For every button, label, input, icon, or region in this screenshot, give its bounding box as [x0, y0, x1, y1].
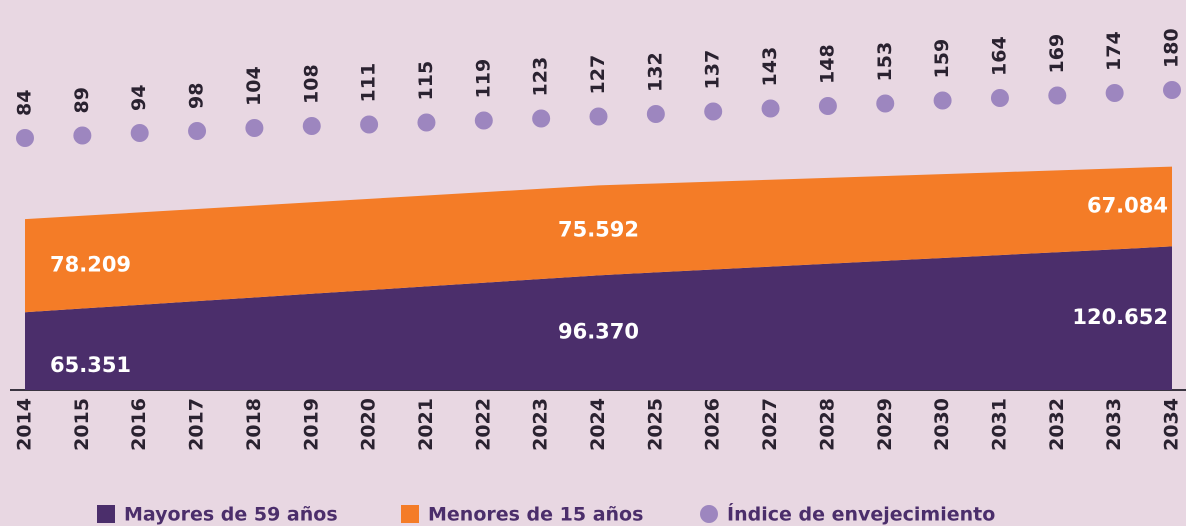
index-label: 159	[931, 39, 953, 79]
x-tick-label: 2029	[874, 398, 896, 451]
index-dot	[16, 129, 34, 147]
index-label: 148	[816, 44, 838, 84]
x-tick-label: 2022	[472, 398, 494, 451]
area	[25, 246, 1172, 390]
index-dot	[876, 94, 895, 113]
index-dot	[474, 111, 493, 130]
index-label: 94	[128, 85, 150, 111]
index-dot	[646, 105, 665, 123]
index-dot	[761, 99, 780, 118]
index-dot	[130, 124, 149, 142]
index-label: 111	[358, 63, 380, 103]
index-label: 169	[1046, 34, 1068, 74]
x-tick-label: 2017	[186, 398, 208, 451]
index-label: 164	[988, 36, 1010, 76]
index-dot	[245, 119, 264, 137]
x-tick-label: 2025	[644, 398, 666, 451]
index-dot	[818, 97, 837, 115]
x-tick-label: 2019	[300, 398, 322, 451]
index-label: 143	[759, 47, 781, 87]
index-label: 180	[1161, 28, 1183, 68]
index-dot	[933, 91, 952, 110]
value-label: 120.652	[1072, 305, 1168, 329]
x-tick-label: 2018	[243, 398, 265, 451]
index-dot	[360, 115, 379, 134]
index-dot	[990, 89, 1009, 107]
index-dot	[589, 107, 608, 126]
x-tick-label: 2026	[702, 398, 724, 451]
index-dot	[188, 122, 207, 140]
index-dot	[302, 117, 321, 135]
value-label: 65.351	[50, 353, 131, 377]
legend-label: Mayores de 59 años	[124, 504, 338, 526]
index-label: 137	[702, 50, 724, 90]
value-label: 75.592	[558, 217, 639, 241]
legend-swatch	[401, 505, 419, 523]
index-label: 84	[14, 90, 36, 116]
legend-swatch	[97, 505, 115, 523]
x-tick-label: 2020	[358, 398, 380, 451]
index-dot	[1105, 84, 1124, 102]
index-label: 119	[472, 59, 494, 99]
index-label: 98	[186, 83, 208, 109]
index-dot	[704, 102, 723, 121]
index-dot	[73, 126, 92, 145]
x-tick-label: 2033	[1103, 398, 1125, 451]
index-label: 127	[587, 55, 609, 95]
x-tick-label: 2014	[14, 398, 36, 451]
legend-label: Índice de envejecimiento	[727, 503, 995, 526]
x-tick-label: 2015	[71, 398, 93, 451]
x-tick-label: 2031	[988, 398, 1010, 451]
index-dot	[417, 113, 436, 132]
x-tick-label: 2034	[1161, 398, 1183, 451]
index-label: 108	[300, 64, 322, 104]
area	[25, 166, 1172, 313]
index-label: 104	[243, 66, 265, 106]
index-label: 174	[1103, 31, 1125, 71]
index-label: 153	[874, 42, 896, 82]
x-tick-label: 2023	[530, 398, 552, 451]
index-label: 123	[530, 57, 552, 97]
index-label: 89	[71, 87, 93, 113]
index-dot	[532, 109, 551, 128]
value-label: 67.084	[1087, 194, 1168, 218]
x-tick-label: 2016	[128, 398, 150, 451]
x-tick-label: 2030	[931, 398, 953, 451]
index-dot	[1163, 81, 1181, 99]
x-tick-label: 2027	[759, 398, 781, 451]
index-label: 115	[415, 61, 437, 101]
x-tick-label: 2024	[587, 398, 609, 451]
value-label: 96.370	[558, 320, 639, 344]
x-tick-label: 2032	[1046, 398, 1068, 451]
x-tick-label: 2028	[816, 398, 838, 451]
index-label: 132	[644, 52, 666, 92]
index-dot	[1048, 86, 1067, 105]
legend-swatch	[700, 505, 718, 523]
x-tick-label: 2021	[415, 398, 437, 451]
value-label: 78.209	[50, 253, 131, 277]
legend-label: Menores de 15 años	[428, 504, 643, 526]
